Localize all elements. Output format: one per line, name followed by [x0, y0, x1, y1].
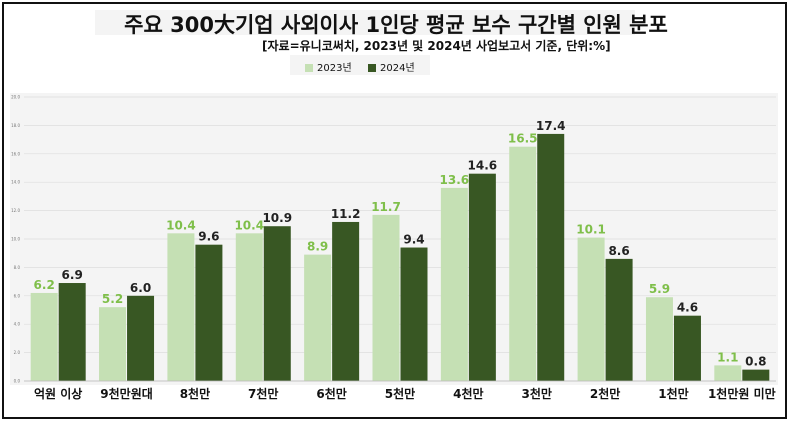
data-label: 6.0: [130, 281, 151, 295]
legend-swatch-2024: [368, 64, 376, 72]
bar-2023: [645, 297, 673, 381]
y-tick-label: 0.0: [14, 379, 21, 384]
bar-2023: [440, 187, 468, 381]
bar-2024: [742, 369, 770, 381]
x-tick-label: 3천만: [522, 386, 552, 401]
data-label: 8.6: [608, 244, 629, 258]
data-label: 4.6: [677, 301, 698, 315]
x-tick-label: 억원 이상: [34, 386, 82, 401]
y-tick-label: 10.0: [11, 237, 20, 242]
data-label: 5.2: [102, 292, 123, 306]
bar-2024: [673, 315, 701, 381]
data-label: 9.6: [198, 230, 219, 244]
bar-2023: [714, 365, 742, 381]
data-label: 0.8: [745, 355, 766, 369]
y-tick-label: 4.0: [14, 322, 21, 327]
bar-2023: [372, 214, 400, 381]
data-label: 10.1: [576, 223, 606, 237]
x-tick-label: 1천만원 미만: [708, 386, 776, 401]
y-tick-label: 2.0: [14, 350, 21, 355]
x-tick-label: 2천만: [590, 386, 620, 401]
chart-title: 주요 300大기업 사외이사 1인당 평균 보수 구간별 인원 분포: [124, 13, 668, 37]
y-tick-label: 14.0: [11, 180, 20, 185]
y-tick-label: 16.0: [11, 151, 20, 156]
bar-2023: [99, 307, 127, 381]
data-label: 11.7: [371, 200, 401, 214]
y-tick-label: 18.0: [11, 123, 20, 128]
data-label: 16.5: [508, 132, 538, 146]
bar-2023: [304, 254, 332, 381]
legend: [290, 55, 430, 75]
bar-2024: [400, 247, 428, 381]
bar-2024: [537, 133, 565, 381]
x-tick-label: 9천만원대: [100, 386, 153, 401]
title-background: [95, 10, 635, 35]
bar-2024: [58, 283, 86, 381]
x-tick-label: 4천만: [453, 386, 483, 401]
x-tick-label: 7천만: [248, 386, 278, 401]
bar-2024: [468, 173, 496, 381]
y-tick-label: 6.0: [14, 293, 21, 298]
x-tick-label: 5천만: [385, 386, 415, 401]
data-label: 8.9: [307, 240, 328, 254]
chart-subtitle: [자료=유니코써치, 2023년 및 2024년 사업보고서 기준, 단위:%]: [262, 39, 611, 53]
data-label: 10.9: [262, 211, 292, 225]
bar-2023: [30, 292, 58, 381]
legend-swatch-2023: [305, 64, 313, 72]
x-tick-label: 1천만: [658, 386, 688, 401]
bar-2024: [605, 258, 633, 381]
bar-2023: [509, 146, 537, 381]
data-label: 6.9: [62, 268, 83, 282]
data-label: 14.6: [468, 159, 498, 173]
data-label: 1.1: [717, 350, 738, 364]
data-label: 10.4: [234, 218, 264, 232]
y-tick-label: 20.0: [11, 95, 20, 100]
bar-2023: [167, 233, 195, 381]
data-label: 11.2: [331, 207, 361, 221]
y-tick-label: 8.0: [14, 265, 21, 270]
y-tick-label: 12.0: [11, 208, 20, 213]
legend-item-2024: 2024년: [368, 59, 415, 74]
data-label: 10.4: [166, 218, 196, 232]
bar-2024: [195, 244, 223, 381]
data-label: 6.2: [34, 278, 55, 292]
data-label: 9.4: [403, 233, 424, 247]
legend-label-2023: 2023년: [317, 63, 352, 74]
x-tick-label: 6천만: [316, 386, 346, 401]
data-label: 5.9: [649, 282, 670, 296]
bar-2024: [263, 226, 291, 381]
bar-2023: [235, 233, 263, 381]
data-label: 13.6: [440, 173, 470, 187]
legend-label-2024: 2024년: [380, 63, 415, 74]
legend-item-2023: 2023년: [305, 59, 352, 74]
x-tick-label: 8천만: [180, 386, 210, 401]
bar-2024: [127, 295, 155, 381]
bar-2023: [577, 237, 605, 381]
data-label: 17.4: [536, 119, 566, 133]
bar-2024: [332, 221, 360, 381]
